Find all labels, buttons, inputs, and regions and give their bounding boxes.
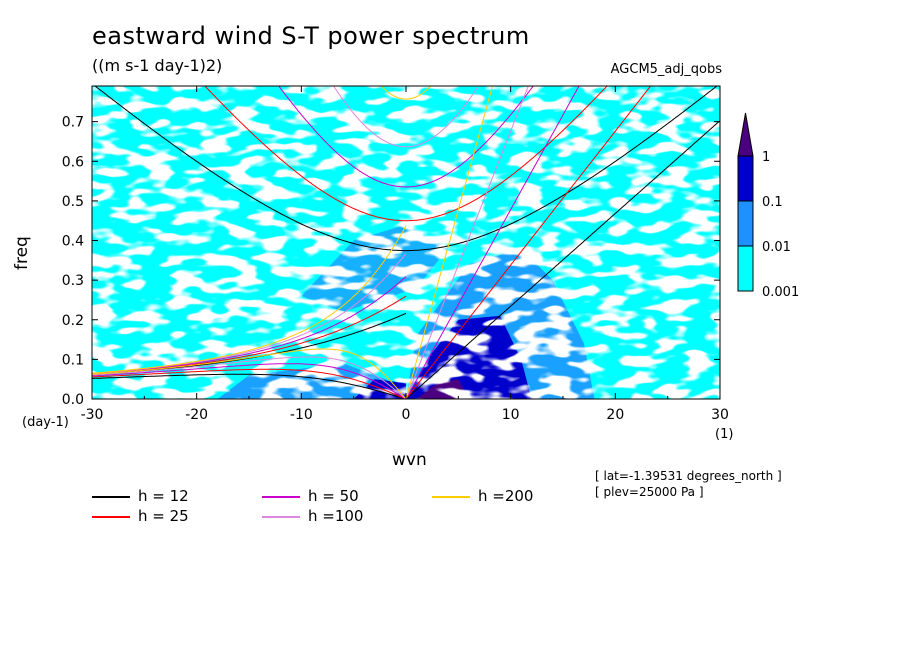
curve-equatorial-rossby-h12 (92, 373, 407, 399)
y-tick-label: 0.0 (62, 392, 84, 408)
colorbar-triangle (737, 112, 754, 157)
legend-swatch-h12 (92, 496, 130, 498)
x-tick-label: 30 (711, 407, 729, 423)
legend-label-h25: h = 25 (138, 507, 189, 525)
legend-label-h200: h =200 (478, 487, 534, 505)
x-tick-label: -10 (290, 407, 313, 423)
curve-inertia-gravity-h25 (204, 86, 608, 222)
curve-inertia-gravity-h100 (332, 86, 480, 148)
legend-label-h50: h = 50 (308, 487, 359, 505)
curve-kelvin-h12 (405, 120, 720, 399)
colorbar-segment (737, 200, 754, 247)
y-tick-label: 0.5 (62, 194, 84, 210)
curve-equatorial-rossby-h25 (92, 368, 407, 399)
chart-units: ((m s-1 day-1)2) (92, 56, 223, 75)
x-axis-unit: (1) (715, 427, 734, 442)
curve-kelvin-h50 (405, 86, 580, 399)
y-axis: 0.0 0.1 0.2 0.3 0.4 0.5 0.6 0.7 (62, 115, 720, 408)
low-power-patches (92, 86, 720, 399)
y-tick-label: 0.1 (62, 352, 84, 368)
colorbar: 0.001 0.01 0.1 1 (737, 112, 799, 300)
y-tick-label: 0.7 (62, 115, 84, 131)
colorbar-label: 0.1 (762, 195, 783, 210)
legend-label-h100: h =100 (308, 507, 364, 525)
curve-kelvin-h200 (405, 86, 494, 399)
legend-swatch-h200 (432, 496, 470, 498)
legend-label-h12: h = 12 (138, 487, 189, 505)
legend-swatch-h100 (262, 516, 300, 518)
x-axis-label: wvn (392, 450, 427, 470)
x-tick-label: -30 (81, 407, 104, 423)
y-axis-unit: (day-1) (22, 415, 69, 430)
colorbar-label: 0.01 (762, 240, 791, 255)
y-tick-label: 0.6 (62, 154, 84, 170)
y-tick-label: 0.3 (62, 273, 84, 289)
colorbar-label: 0.001 (762, 285, 799, 300)
y-axis-label: freq (12, 236, 32, 270)
pressure-level-info: [ plev=25000 Pa ] (595, 485, 704, 499)
legend-swatch-h50 (262, 496, 300, 498)
curve-equatorial-rossby-h200 (92, 348, 407, 399)
curve-equatorial-rossby-h100 (92, 356, 407, 399)
y-tick-label: 0.4 (62, 234, 84, 250)
curve-equatorial-rossby-h50 (92, 363, 407, 399)
run-label: AGCM5_adj_qobs (610, 62, 722, 77)
chart-title: eastward wind S-T power spectrum (92, 22, 530, 50)
legend-swatch-h25 (92, 516, 130, 518)
x-axis: -30 -20 -10 0 10 20 30 (81, 86, 729, 423)
colorbar-label: 1 (762, 150, 770, 165)
plot-area (92, 86, 720, 399)
curve-inertia-gravity-h12 (94, 86, 718, 252)
y-tick-label: 0.2 (62, 313, 84, 329)
colorbar-segment (737, 245, 754, 292)
x-tick-label: 10 (502, 407, 520, 423)
curve-inertia-gravity-h50 (278, 86, 534, 188)
curve-inertia-gravity-h200 (380, 86, 432, 100)
x-tick-label: 0 (402, 407, 411, 423)
dispersion-curves (92, 86, 720, 399)
curve-kelvin-h100 (405, 86, 529, 399)
x-tick-label: -20 (185, 407, 208, 423)
x-tick-label: 20 (606, 407, 624, 423)
curve-mixed-rossby-gravity-h200 (92, 225, 407, 374)
colorbar-segment (737, 155, 754, 202)
curve-kelvin-h25 (405, 86, 652, 399)
latitude-info: [ lat=-1.39531 degrees_north ] (595, 469, 782, 483)
